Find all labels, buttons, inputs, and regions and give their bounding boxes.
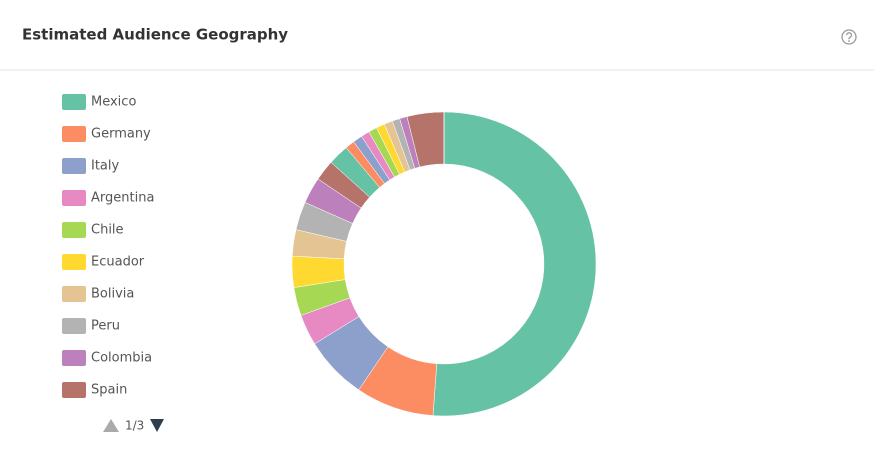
legend-swatch: [62, 190, 86, 206]
legend-label: Ecuador: [91, 255, 145, 270]
legend-page: 1/3: [125, 419, 144, 433]
legend-swatch: [62, 126, 86, 142]
legend-label: Italy: [91, 159, 120, 174]
legend-label: Germany: [91, 127, 151, 142]
help-circle: [841, 29, 857, 45]
legend-swatch: [62, 382, 86, 398]
slice: [432, 111, 597, 417]
legend-next[interactable]: [150, 419, 164, 432]
legend-label: Bolivia: [91, 287, 134, 302]
legend-label: Chile: [91, 223, 124, 238]
help-glyph: [846, 32, 853, 40]
help-dot: [848, 40, 850, 42]
legend-swatch: [62, 158, 86, 174]
legend-label: Peru: [91, 319, 120, 334]
legend-label: Argentina: [91, 191, 154, 206]
legend-label: Mexico: [91, 95, 136, 110]
legend-swatch: [62, 350, 86, 366]
legend-label: Spain: [91, 383, 127, 398]
legend-swatch: [62, 254, 86, 270]
legend-swatch: [62, 94, 86, 110]
help-icon[interactable]: [841, 29, 857, 45]
legend-swatch: [62, 286, 86, 302]
legend-swatch: [62, 222, 86, 238]
chart-title: Estimated Audience Geography: [22, 26, 288, 44]
legend-label: Colombia: [91, 351, 152, 366]
legend-swatch: [62, 318, 86, 334]
legend-prev[interactable]: [103, 419, 119, 432]
